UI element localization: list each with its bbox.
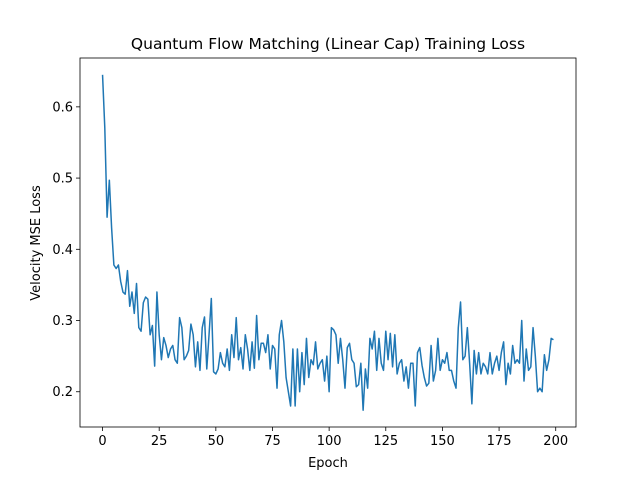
x-tick-label: 25 [151,434,168,449]
x-tick-label: 125 [373,434,398,449]
y-tick-label: 0.2 [52,385,73,400]
y-axis-label: Velocity MSE Loss [29,185,44,301]
y-tick-label: 0.4 [52,243,73,258]
x-tick-label: 75 [264,434,281,449]
x-tick-label: 0 [98,434,106,449]
chart-title: Quantum Flow Matching (Linear Cap) Train… [131,35,525,53]
x-tick-label: 50 [208,434,225,449]
x-tick-label: 100 [317,434,342,449]
x-tick-label: 200 [543,434,568,449]
x-axis-label: Epoch [308,456,348,471]
y-tick-label: 0.3 [52,314,73,329]
loss-line [101,74,554,412]
y-tick-label: 0.5 [52,172,73,187]
x-tick-label: 175 [487,434,512,449]
y-tick-label: 0.6 [52,100,73,115]
plot-frame [79,57,577,428]
x-tick-label: 150 [430,434,455,449]
